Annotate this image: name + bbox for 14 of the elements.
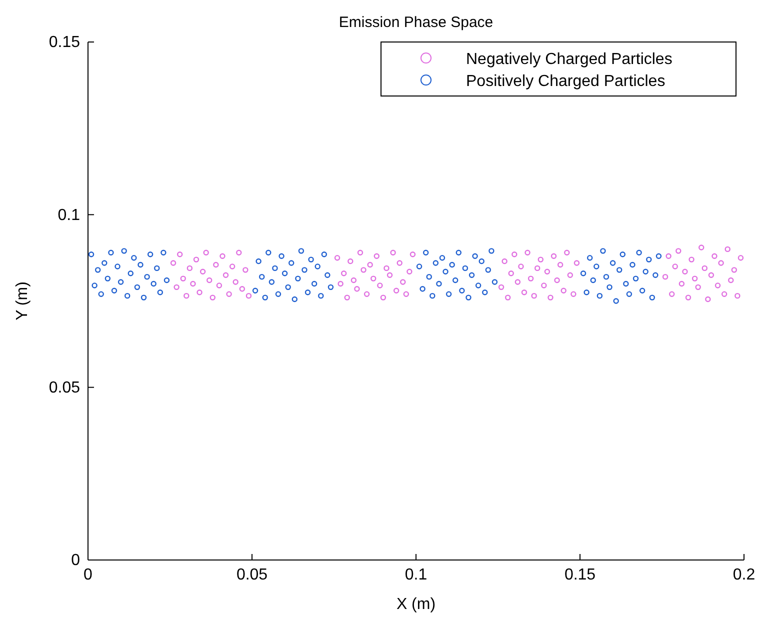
x-tick-label: 0 [84,566,93,584]
x-tick-label: 0.05 [236,566,268,584]
chart-title: Emission Phase Space [338,14,494,31]
x-tick-label: 0.15 [564,566,596,584]
legend-label: Negatively Charged Particles [466,51,672,68]
x-tick-label: 0.1 [404,566,428,584]
y-tick-label: 0.05 [48,379,80,396]
y-tick-label: 0 [71,552,80,570]
y-tick-label: 0.1 [58,206,80,224]
y-tick-label: 0.15 [48,34,80,52]
y-axis-title: Y (m) [14,282,31,320]
x-axis-title: X (m) [396,596,436,613]
legend-label: Positively Charged Particles [466,73,666,90]
x-tick-label: 0.2 [732,566,756,584]
